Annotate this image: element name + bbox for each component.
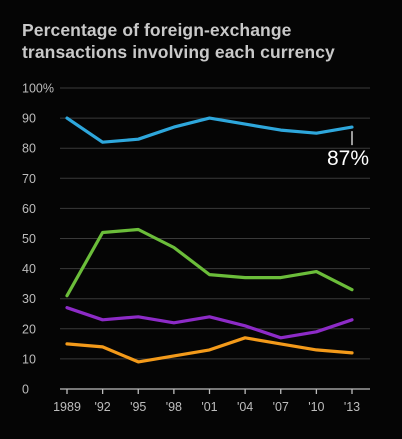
- x-tick-label: 1989: [53, 400, 81, 414]
- y-tick-label: 60: [22, 202, 36, 216]
- annotation-label: 87%: [327, 147, 369, 170]
- chart-title-line-2: transactions involving each currency: [22, 42, 335, 62]
- y-tick-label: 0: [22, 383, 29, 397]
- series-line-1: [65, 116, 354, 144]
- x-tick-label: '10: [308, 400, 324, 414]
- y-tick-label: 30: [22, 292, 36, 306]
- series-lines: [65, 116, 354, 364]
- x-tick-label: '95: [130, 400, 146, 414]
- y-tick-label: 90: [22, 112, 36, 126]
- y-axis-ticks: 100% 90 80 70 60 50 40 30 20 10 0: [22, 82, 54, 397]
- y-tick-label: 100%: [22, 82, 54, 96]
- series-line-2: [65, 227, 354, 298]
- x-tick-label: '92: [94, 400, 110, 414]
- chart-title-line-1: Percentage of foreign-exchange: [22, 20, 292, 40]
- y-tick-label: 10: [22, 352, 36, 366]
- x-tick-label: '01: [201, 400, 217, 414]
- series-line-3: [65, 306, 354, 340]
- gridlines: [60, 87, 370, 390]
- annotation: 87%: [327, 131, 369, 170]
- series-line-4: [65, 336, 354, 364]
- x-tick-label: '07: [273, 400, 289, 414]
- x-tick-label: '04: [237, 400, 253, 414]
- y-tick-label: 50: [22, 232, 36, 246]
- y-tick-label: 70: [22, 172, 36, 186]
- y-tick-label: 20: [22, 322, 36, 336]
- y-tick-label: 80: [22, 142, 36, 156]
- chart-title: Percentage of foreign-exchange transacti…: [22, 19, 392, 63]
- x-axis-ticks: 1989 '92 '95 '98 '01 '04 '07 '10 '13: [53, 389, 360, 414]
- x-tick-label: '98: [166, 400, 182, 414]
- x-tick-label: '13: [344, 400, 360, 414]
- y-tick-label: 40: [22, 262, 36, 276]
